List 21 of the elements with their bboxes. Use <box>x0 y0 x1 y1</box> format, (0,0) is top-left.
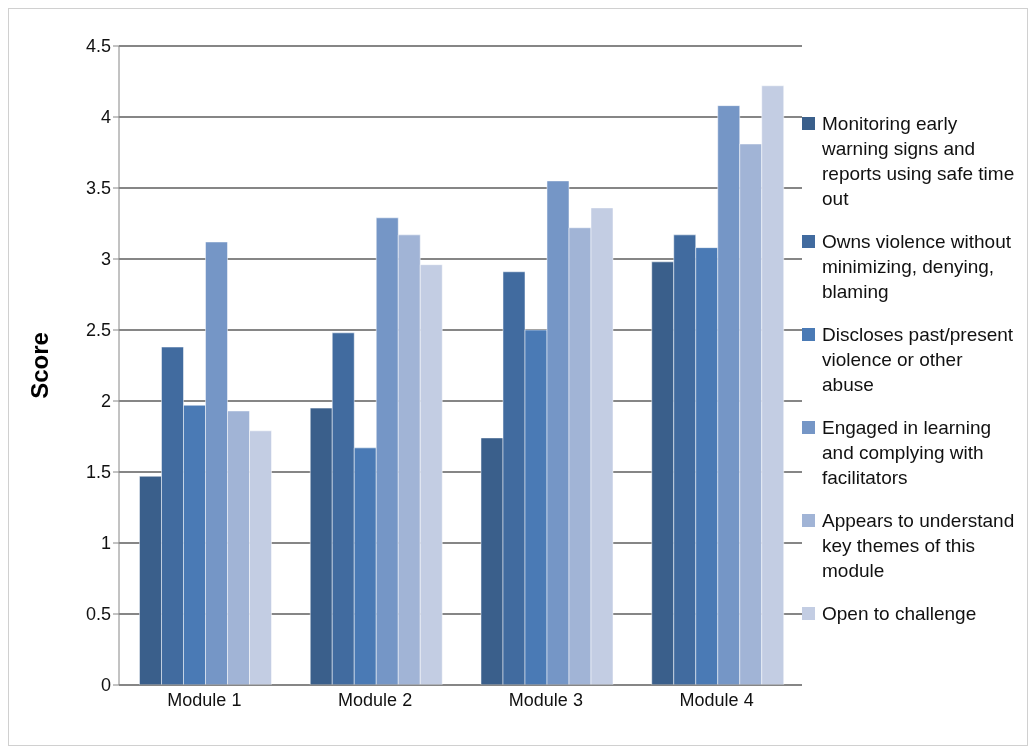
y-axis-title: Score <box>25 332 53 399</box>
legend-label: Monitoring early warning signs and reports using safe time out <box>822 111 1016 211</box>
legend-label: Engaged in learning and complying with facilitators <box>822 415 993 490</box>
y-tick-label: 3 <box>100 249 111 270</box>
y-tick-label: 0.5 <box>85 604 111 625</box>
y-tick-label: 2.5 <box>85 320 111 341</box>
legend-label: Appears to understand key themes of this module <box>822 508 1016 583</box>
x-tick-label: Module 2 <box>338 689 413 710</box>
x-tick-label: Module 4 <box>679 689 754 710</box>
y-tick-label: 1 <box>100 533 111 554</box>
y-tick-label: 3.5 <box>85 178 111 199</box>
y-tick-label: 4 <box>100 107 111 128</box>
x-tick-label: Module 1 <box>167 689 242 710</box>
legend-label: Owns violence without minimizing, denying, blaming <box>822 229 1013 304</box>
y-tick-label: 1.5 <box>85 462 111 483</box>
legend-label: Open to challenge <box>822 601 977 626</box>
legend-label: Discloses past/present violence or other abuse <box>822 322 1015 397</box>
y-tick-label: 4.5 <box>85 36 111 57</box>
x-tick-label: Module 3 <box>508 689 583 710</box>
y-tick-label: 0 <box>100 675 111 696</box>
y-tick-label: 2 <box>100 391 111 412</box>
